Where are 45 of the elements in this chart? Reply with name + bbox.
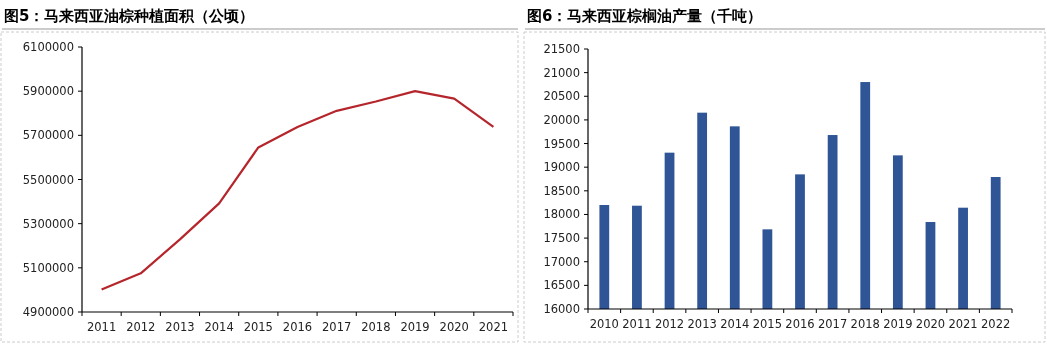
x-tick-label: 2018 [850, 317, 880, 331]
x-tick-label: 2020 [439, 320, 469, 334]
x-tick-label: 2015 [752, 317, 783, 331]
x-tick-label: 2011 [622, 317, 652, 331]
x-tick-label: 2021 [478, 320, 509, 334]
y-tick-label: 5700000 [22, 128, 74, 143]
x-tick-label: 2013 [687, 317, 717, 331]
x-tick-label: 2016 [282, 320, 313, 334]
x-tick-label: 2021 [948, 317, 978, 331]
y-tick-label: 19500 [543, 136, 580, 151]
x-tick-label: 2015 [243, 320, 273, 334]
x-tick-label: 2013 [165, 320, 195, 334]
y-tick-label: 18000 [543, 207, 580, 222]
x-tick-label: 2019 [400, 320, 430, 334]
y-tick-label: 5500000 [22, 172, 74, 187]
y-tick-label: 17000 [543, 254, 580, 269]
y-tick-label: 5900000 [22, 84, 74, 99]
x-tick-label: 2022 [981, 317, 1011, 331]
x-tick-label: 2012 [126, 320, 156, 334]
y-tick-label: 16000 [543, 302, 580, 316]
chart-title: 图5：马来西亚油棕种植面积（公顷） [4, 7, 255, 25]
y-tick-label: 20500 [543, 89, 580, 104]
y-tick-label: 6100000 [22, 40, 74, 54]
x-tick-label: 2016 [785, 317, 815, 331]
chart-title: 图6：马来西亚棕榈油产量（千吨） [527, 7, 763, 25]
y-tick-label: 21500 [543, 42, 580, 56]
x-tick-label: 2017 [817, 317, 848, 331]
y-tick-label: 4900000 [22, 305, 74, 319]
x-tick-label: 2018 [361, 320, 391, 334]
y-tick-label: 18500 [543, 183, 580, 198]
x-tick-label: 2014 [204, 320, 234, 334]
x-tick-label: 2012 [654, 317, 685, 331]
y-tick-label: 17500 [543, 231, 580, 246]
y-tick-label: 16500 [543, 278, 580, 293]
x-tick-label: 2014 [720, 317, 750, 331]
x-tick-label: 2019 [883, 317, 913, 331]
y-tick-label: 20000 [543, 112, 580, 127]
y-tick-label: 21000 [543, 65, 580, 80]
y-tick-label: 5100000 [22, 260, 74, 275]
x-tick-label: 2010 [589, 317, 619, 331]
y-tick-label: 19000 [543, 160, 580, 175]
x-tick-label: 2020 [915, 317, 946, 331]
x-tick-label: 2011 [86, 320, 117, 334]
y-tick-label: 5300000 [22, 216, 74, 231]
x-tick-label: 2017 [322, 320, 352, 334]
